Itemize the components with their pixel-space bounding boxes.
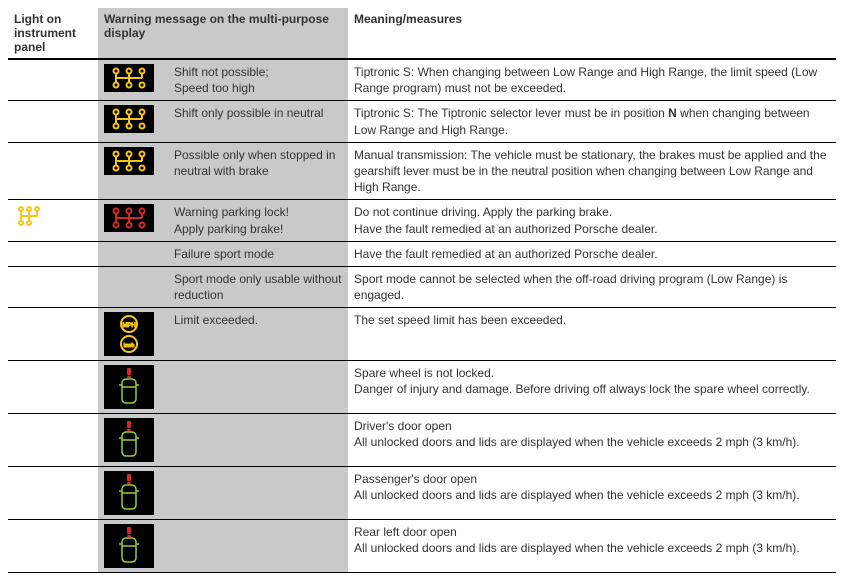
cell-message: Sport mode only usable without reduction bbox=[168, 266, 348, 307]
gearbox-icon bbox=[104, 64, 154, 92]
table-row: Sport mode only usable without reduction… bbox=[8, 266, 836, 307]
table-row: Rear left door openAll unlocked doors an… bbox=[8, 520, 836, 573]
table-row: Shift not possible;Speed too highTiptron… bbox=[8, 59, 836, 101]
cell-display-icon bbox=[98, 361, 168, 414]
header-meaning: Meaning/measures bbox=[348, 8, 836, 59]
table-row: Spare wheel is not locked.Danger of inju… bbox=[8, 361, 836, 414]
cell-display-icon bbox=[98, 467, 168, 520]
cell-meaning: Tiptronic S: The Tiptronic selector leve… bbox=[348, 101, 836, 142]
table-row: Limit exceeded.The set speed limit has b… bbox=[8, 308, 836, 361]
cell-message: Possible only when stopped in neutral wi… bbox=[168, 142, 348, 200]
cell-panel bbox=[8, 361, 98, 414]
cell-display-icon bbox=[98, 59, 168, 101]
header-display: Warning message on the multi-purpose dis… bbox=[98, 8, 348, 59]
cell-display-icon bbox=[98, 266, 168, 307]
table-row: Shift only possible in neutralTiptronic … bbox=[8, 101, 836, 142]
cell-message bbox=[168, 361, 348, 414]
speed-limit-icon bbox=[104, 312, 154, 356]
header-row: Light on instrument panel Warning messag… bbox=[8, 8, 836, 59]
cell-meaning: Sport mode cannot be selected when the o… bbox=[348, 266, 836, 307]
cell-display-icon bbox=[98, 200, 168, 241]
table-row: Passenger's door openAll unlocked doors … bbox=[8, 467, 836, 520]
cell-meaning: Driver's door openAll unlocked doors and… bbox=[348, 414, 836, 467]
table-row: Driver's door openAll unlocked doors and… bbox=[8, 414, 836, 467]
table-row: Warning parking lock!Apply parking brake… bbox=[8, 200, 836, 241]
cell-message: Limit exceeded. bbox=[168, 308, 348, 361]
cell-panel bbox=[8, 467, 98, 520]
cell-panel bbox=[8, 520, 98, 573]
car-alert-icon bbox=[104, 524, 154, 568]
cell-message bbox=[168, 414, 348, 467]
gearbox-panel-icon bbox=[14, 204, 44, 228]
table-row: Possible only when stopped in neutral wi… bbox=[8, 142, 836, 200]
car-alert-icon bbox=[104, 418, 154, 462]
car-alert-icon bbox=[104, 471, 154, 515]
cell-display-icon bbox=[98, 520, 168, 573]
cell-panel bbox=[8, 101, 98, 142]
cell-panel bbox=[8, 200, 98, 241]
table-row: Failure sport modeHave the fault remedie… bbox=[8, 241, 836, 266]
cell-display-icon bbox=[98, 241, 168, 266]
warning-table: Light on instrument panel Warning messag… bbox=[8, 8, 836, 573]
header-panel: Light on instrument panel bbox=[8, 8, 98, 59]
cell-meaning: The set speed limit has been exceeded. bbox=[348, 308, 836, 361]
cell-message bbox=[168, 467, 348, 520]
cell-display-icon bbox=[98, 142, 168, 200]
cell-meaning: Passenger's door openAll unlocked doors … bbox=[348, 467, 836, 520]
cell-meaning: Spare wheel is not locked.Danger of inju… bbox=[348, 361, 836, 414]
cell-meaning: Have the fault remedied at an authorized… bbox=[348, 241, 836, 266]
gearbox-icon bbox=[104, 147, 154, 175]
cell-meaning: Manual transmission: The vehicle must be… bbox=[348, 142, 836, 200]
cell-panel bbox=[8, 414, 98, 467]
cell-panel bbox=[8, 266, 98, 307]
cell-panel bbox=[8, 241, 98, 266]
cell-message: Failure sport mode bbox=[168, 241, 348, 266]
cell-display-icon bbox=[98, 414, 168, 467]
cell-display-icon bbox=[98, 308, 168, 361]
cell-message bbox=[168, 520, 348, 573]
cell-display-icon bbox=[98, 101, 168, 142]
cell-panel bbox=[8, 308, 98, 361]
cell-message: Shift only possible in neutral bbox=[168, 101, 348, 142]
cell-panel bbox=[8, 59, 98, 101]
cell-message: Warning parking lock!Apply parking brake… bbox=[168, 200, 348, 241]
cell-meaning: Do not continue driving. Apply the parki… bbox=[348, 200, 836, 241]
car-alert-icon bbox=[104, 365, 154, 409]
cell-meaning: Rear left door openAll unlocked doors an… bbox=[348, 520, 836, 573]
cell-message: Shift not possible;Speed too high bbox=[168, 59, 348, 101]
cell-panel bbox=[8, 142, 98, 200]
cell-meaning: Tiptronic S: When changing between Low R… bbox=[348, 59, 836, 101]
gearbox-icon bbox=[104, 105, 154, 133]
gearbox-icon bbox=[104, 204, 154, 232]
